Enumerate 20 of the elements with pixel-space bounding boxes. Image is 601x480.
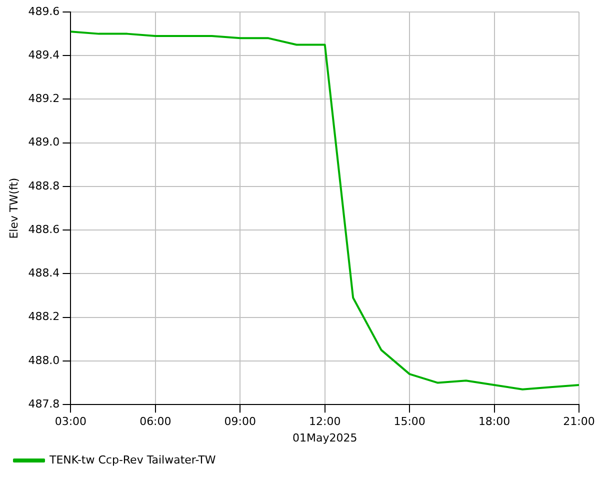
x-tick-label: 21:00: [563, 415, 595, 428]
x-tick-label: 12:00: [308, 415, 341, 428]
y-tick-label: 489.6: [28, 4, 60, 18]
x-tick-label: 06:00: [140, 415, 172, 428]
x-tick-label: 18:00: [478, 415, 510, 428]
y-tick-label: 488.6: [28, 222, 60, 236]
y-tick-label: 488.8: [28, 179, 60, 192]
y-tick-label: 488.2: [28, 310, 60, 324]
x-tick-label: 09:00: [224, 415, 256, 428]
y-tick-label: 487.8: [28, 397, 60, 410]
x-axis-title: 01May2025: [292, 431, 358, 444]
legend-label: TENK-tw Ccp-Rev Tailwater-TW: [48, 453, 216, 466]
y-tick-label: 488.4: [28, 266, 60, 280]
x-tick-label: 15:00: [394, 415, 426, 428]
y-tick-label: 489.4: [28, 48, 60, 62]
y-tick-label: 489.0: [28, 136, 60, 149]
x-tick-label: 03:00: [54, 415, 87, 428]
y-tick-label: 488.0: [28, 354, 60, 367]
y-tick-label: 489.2: [28, 92, 60, 106]
y-axis-title: Elev TW(ft): [7, 178, 20, 239]
